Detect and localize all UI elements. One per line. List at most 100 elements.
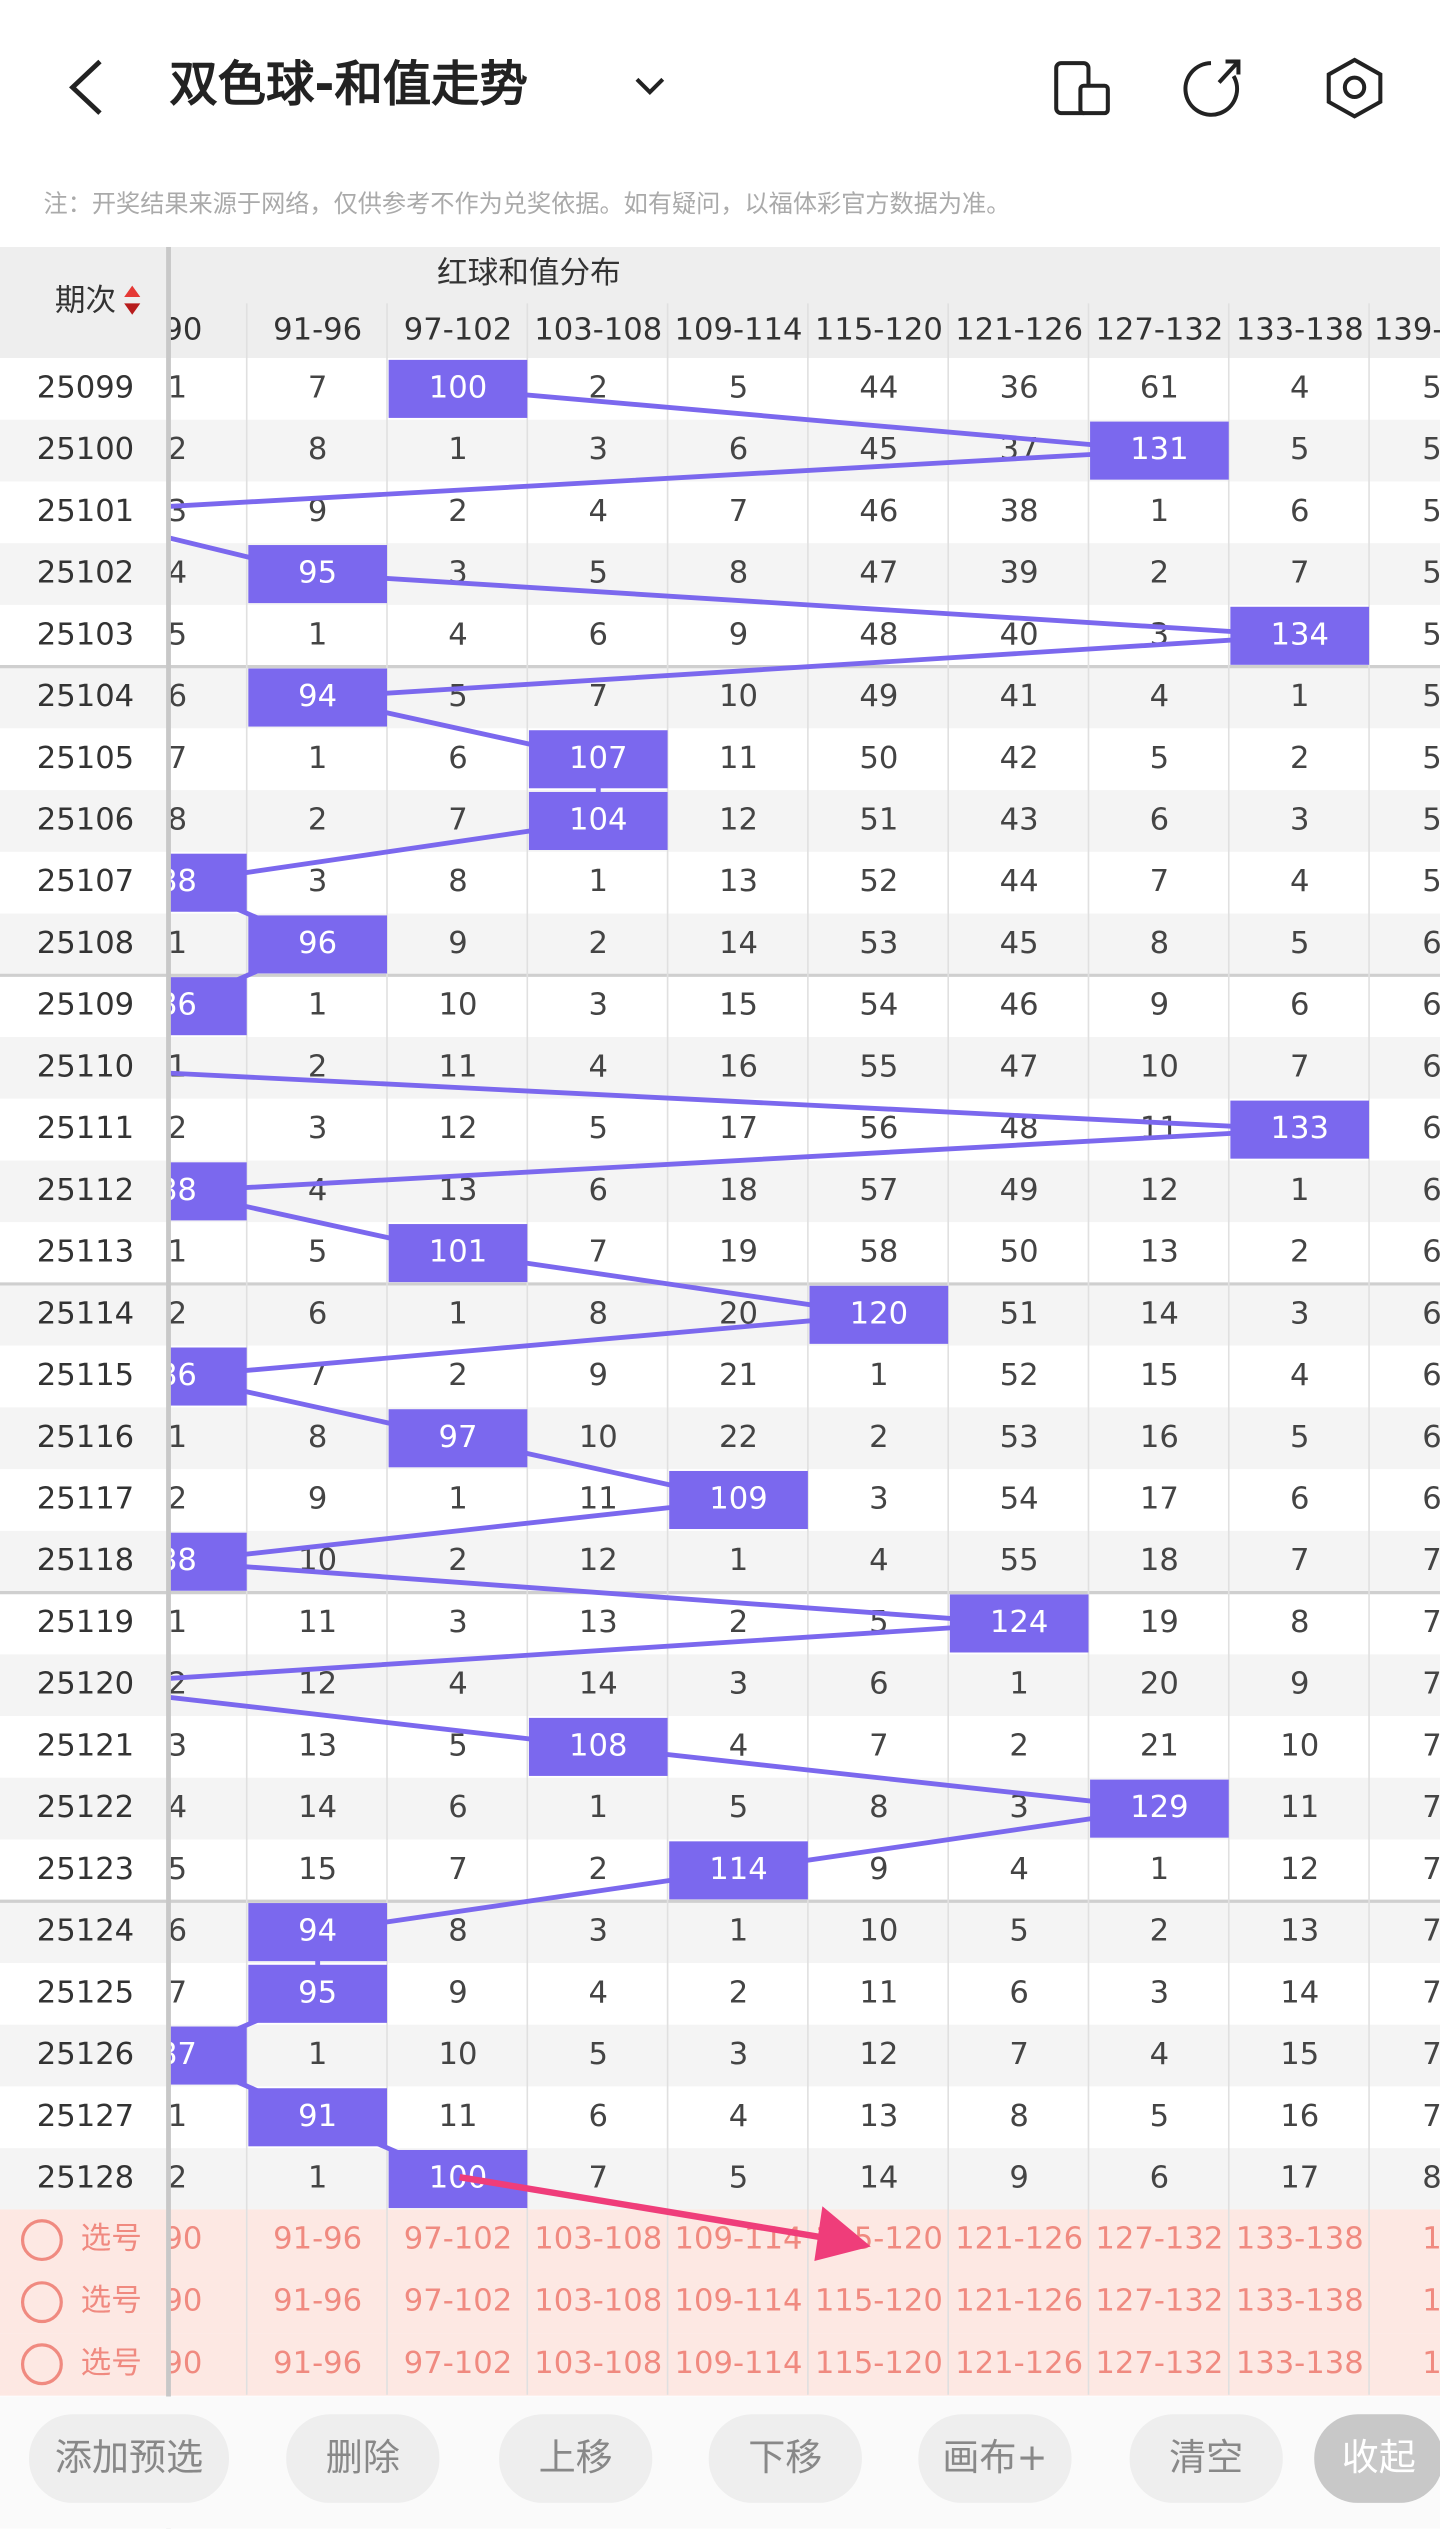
cell: 43 bbox=[1000, 802, 1039, 837]
frozen-divider bbox=[166, 246, 171, 2529]
button-label[interactable]: 画布+ bbox=[942, 2436, 1047, 2479]
cell: 46 bbox=[1000, 988, 1039, 1023]
cell: 1 bbox=[589, 864, 609, 899]
cell: 7 bbox=[869, 1728, 889, 1763]
cell: 40 bbox=[1000, 617, 1039, 652]
select-radio[interactable] bbox=[20, 2343, 63, 2386]
cell: 5 bbox=[1150, 741, 1170, 776]
column-header: 139- bbox=[1374, 312, 1440, 347]
select-radio[interactable] bbox=[20, 2281, 63, 2324]
cell: 8 bbox=[869, 1790, 889, 1825]
cell: 6 bbox=[1290, 988, 1310, 1023]
cell: 10 bbox=[1280, 1728, 1319, 1763]
cell: 2 bbox=[1009, 1728, 1029, 1763]
hit-cell bbox=[1090, 1779, 1229, 1838]
cell: 7 bbox=[589, 2161, 609, 2196]
cell: 53 bbox=[859, 926, 898, 961]
button-label[interactable]: 删除 bbox=[326, 2436, 400, 2479]
cell: 7 bbox=[1422, 2099, 1440, 2134]
button-label[interactable]: 下移 bbox=[748, 2436, 822, 2479]
cell: 6 bbox=[168, 1914, 188, 1949]
cell: 3 bbox=[589, 1914, 609, 1949]
hit-value: 94 bbox=[298, 679, 337, 714]
button[interactable] bbox=[918, 2414, 1072, 2503]
button[interactable] bbox=[1314, 2414, 1440, 2503]
cell: 16 bbox=[1140, 1420, 1179, 1455]
cell: 49 bbox=[859, 679, 898, 714]
row-bg bbox=[0, 1901, 1440, 1963]
select-radio[interactable] bbox=[20, 2219, 63, 2262]
issue: 25099 bbox=[37, 370, 134, 405]
icons bbox=[1054, 57, 1383, 119]
sort-up[interactable] bbox=[124, 285, 141, 297]
button[interactable] bbox=[286, 2414, 440, 2503]
hit-value: 131 bbox=[1130, 432, 1188, 467]
hit-value: 107 bbox=[569, 741, 627, 776]
button-label[interactable]: 收起 bbox=[1342, 2436, 1416, 2479]
issue: 25110 bbox=[37, 1049, 134, 1084]
hit-value: 97 bbox=[438, 1420, 477, 1455]
cell: 3 bbox=[729, 1667, 749, 1702]
cell: 5 bbox=[1422, 741, 1440, 776]
hit-cell bbox=[388, 2149, 528, 2209]
cell: 38 bbox=[1000, 494, 1039, 529]
cell: 5 bbox=[589, 2037, 609, 2072]
cell: 7 bbox=[1422, 1543, 1440, 1578]
select-cell: 109-114 bbox=[675, 2222, 803, 2257]
cell: 7 bbox=[1009, 2037, 1029, 2072]
cell: 7 bbox=[1422, 1605, 1440, 1640]
cell: 6 bbox=[1422, 926, 1440, 961]
cell: 51 bbox=[1000, 1296, 1039, 1331]
cell: 9 bbox=[448, 1975, 468, 2010]
cell: 9 bbox=[589, 1358, 609, 1393]
cell: 2 bbox=[1290, 741, 1310, 776]
select-cell: 103-108 bbox=[534, 2346, 662, 2381]
cell: 45 bbox=[859, 432, 898, 467]
cell: 6 bbox=[1150, 2161, 1170, 2196]
cell: 36 bbox=[1000, 370, 1039, 405]
cell: 52 bbox=[1000, 1358, 1039, 1393]
share-icon[interactable] bbox=[1183, 59, 1241, 117]
cell: 7 bbox=[168, 741, 188, 776]
cell: 12 bbox=[1140, 1173, 1179, 1208]
hit-value: 88 bbox=[158, 1173, 197, 1208]
issue: 25103 bbox=[37, 617, 134, 652]
button[interactable] bbox=[29, 2414, 229, 2503]
cell: 44 bbox=[859, 370, 898, 405]
button[interactable] bbox=[499, 2414, 653, 2503]
button-bar: 添加预选 删除 上移 下移 画布+ 清空 收起 bbox=[0, 2396, 1440, 2529]
cell: 6 bbox=[1290, 494, 1310, 529]
back-button[interactable] bbox=[69, 59, 102, 115]
row-bg bbox=[0, 728, 1440, 791]
cell: 2 bbox=[308, 802, 328, 837]
group-header: 红球和值分布 bbox=[437, 256, 621, 291]
cell: 4 bbox=[589, 1049, 609, 1084]
cell: 2 bbox=[168, 1481, 188, 1516]
hit-cell bbox=[528, 1717, 668, 1776]
cell: 46 bbox=[859, 494, 898, 529]
cell: 8 bbox=[1290, 1605, 1310, 1640]
button-label[interactable]: 上移 bbox=[539, 2436, 613, 2479]
cell: 2 bbox=[589, 926, 609, 961]
cell: 11 bbox=[579, 1481, 618, 1516]
cell: 17 bbox=[719, 1111, 758, 1146]
settings-icon[interactable] bbox=[1326, 57, 1383, 119]
cell: 9 bbox=[1150, 988, 1170, 1023]
row-bg bbox=[0, 358, 1440, 420]
cell: 6 bbox=[1422, 1049, 1440, 1084]
button[interactable] bbox=[708, 2414, 862, 2503]
button-label[interactable]: 添加预选 bbox=[55, 2436, 203, 2479]
cell: 51 bbox=[859, 802, 898, 837]
cell: 6 bbox=[1422, 1173, 1440, 1208]
button-label[interactable]: 清空 bbox=[1169, 2436, 1243, 2479]
hit-value: 120 bbox=[850, 1296, 908, 1331]
select-cell: 133-138 bbox=[1236, 2222, 1364, 2257]
button[interactable] bbox=[1129, 2414, 1283, 2503]
dropdown[interactable] bbox=[635, 77, 665, 96]
cell: 2 bbox=[308, 1049, 328, 1084]
cell: 4 bbox=[729, 1728, 749, 1763]
cell: 3 bbox=[168, 494, 188, 529]
cell: 3 bbox=[869, 1481, 889, 1516]
sort-down[interactable] bbox=[124, 303, 141, 315]
cell: 14 bbox=[1280, 1975, 1319, 2010]
